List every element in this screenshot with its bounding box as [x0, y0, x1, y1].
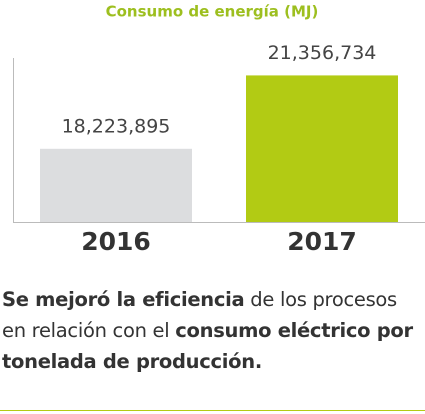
value-label: 18,223,895: [62, 115, 171, 137]
chart-title: Consumo de energía (MJ): [106, 3, 319, 21]
caption-text: Se mejoró la eficiencia: [2, 288, 245, 311]
divider: [0, 410, 425, 411]
caption-text: de los procesos en relación con el: [2, 288, 397, 342]
caption: Se mejoró la eficiencia de los procesos …: [2, 284, 423, 377]
bar: [40, 148, 192, 222]
chart: Consumo de energía (MJ) 18,223,895 2016 21…: [13, 3, 425, 256]
value-label: 21,356,734: [268, 42, 377, 64]
x-tick-label: 2017: [287, 227, 357, 256]
caption-text: consumo eléctrico por tonelada de produc…: [2, 319, 413, 373]
bar: [246, 75, 398, 222]
x-tick-label: 2016: [81, 227, 151, 256]
